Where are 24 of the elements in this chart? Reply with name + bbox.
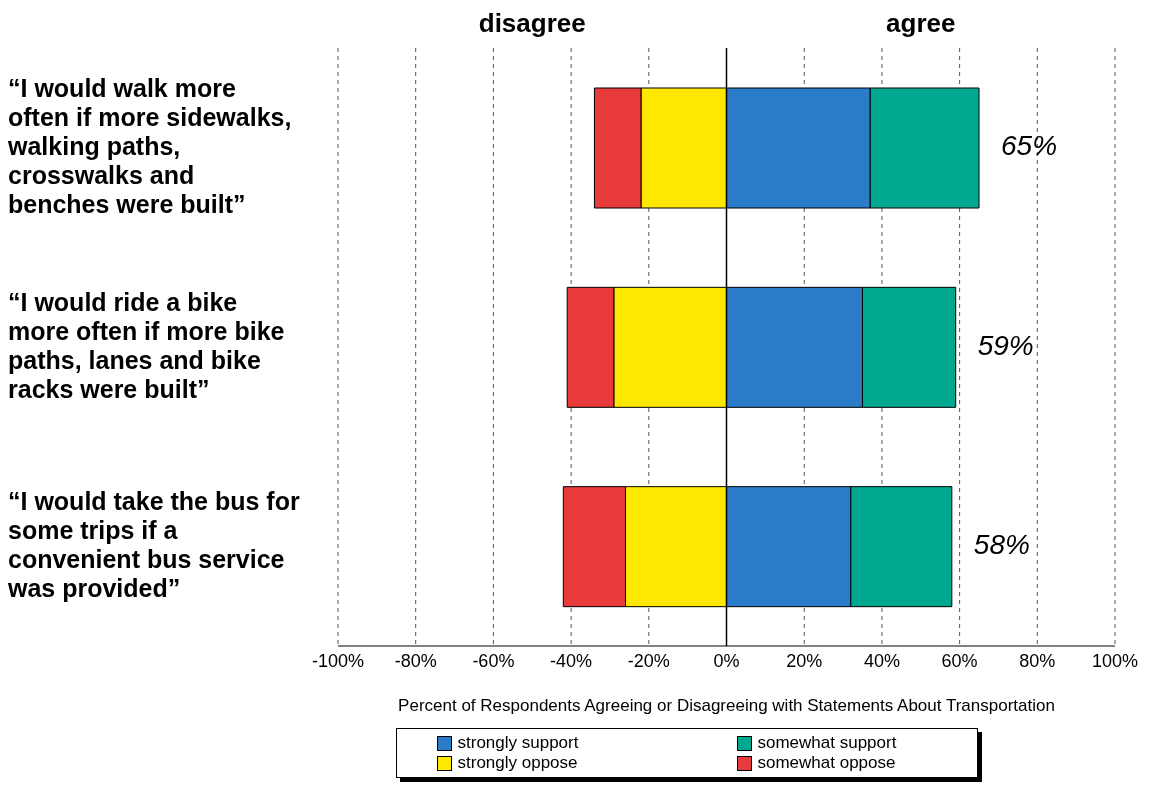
text: disagree: [477, 8, 587, 39]
y-tick-label: “I would take the bus for some trips if a convenient bus service was provided”: [7, 486, 300, 602]
x-tick-label: 20%: [786, 650, 823, 671]
annotation: 58%: [973, 529, 1030, 561]
x-tick-label: -60%: [472, 650, 515, 671]
x-tick-label: 40%: [863, 650, 900, 671]
x-tick-label: -100%: [311, 650, 365, 671]
x-tick-label: 0%: [713, 650, 740, 671]
x-tick-label: -80%: [394, 650, 437, 671]
x-tick-label: 100%: [1091, 650, 1139, 671]
x-tick-label: 80%: [1019, 650, 1056, 671]
text: agree: [885, 8, 957, 39]
y-tick-label: “I would walk more often if more sidewalks, walking paths, crosswalks and benches were built”: [7, 73, 292, 218]
legend-label: somewhat oppose: [756, 753, 897, 773]
x-axis-title: Percent of Respondents Agreeing or Disagreeing with Statements About Transportation: [398, 696, 1055, 715]
y-tick-label: “I would ride a bike more often if more bike paths, lanes and bike racks were built”: [8, 287, 285, 403]
x-tick-label: -20%: [627, 650, 670, 671]
legend-label: somewhat support: [756, 733, 898, 753]
x-tick-label: 60%: [941, 650, 978, 671]
annotation: 65%: [1001, 130, 1058, 162]
legend-label: strongly support: [456, 733, 580, 753]
annotation: 59%: [977, 329, 1034, 361]
x-tick-label: -40%: [550, 650, 593, 671]
legend-label: strongly oppose: [456, 753, 579, 773]
